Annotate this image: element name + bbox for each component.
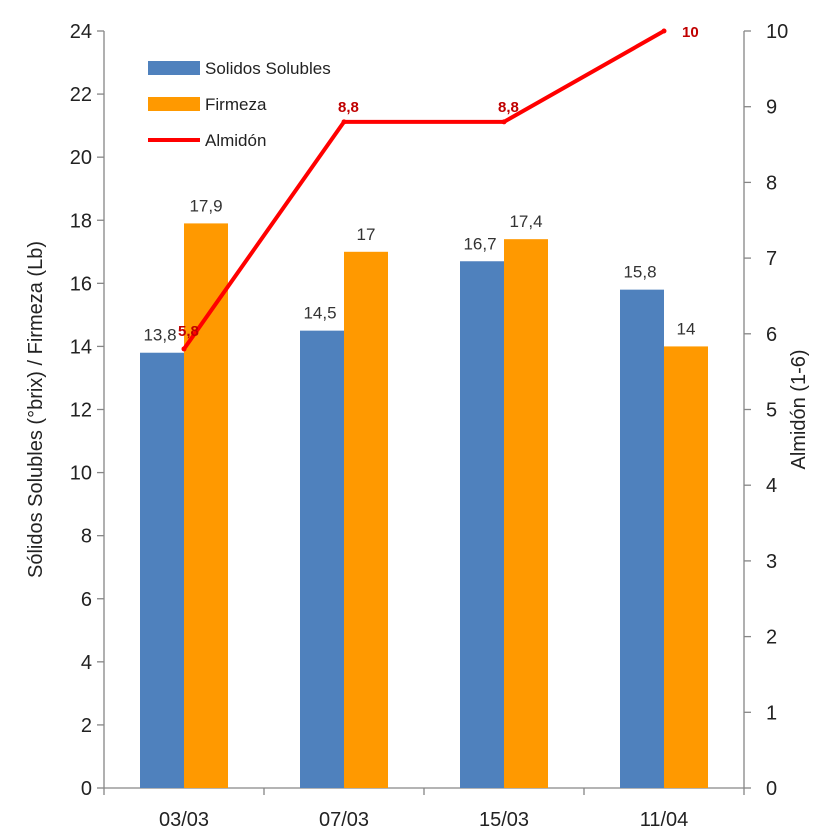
left-tick-label: 10 [70, 463, 92, 485]
right-tick-label: 7 [766, 248, 777, 270]
left-axis-title: Sólidos Solubles (°brix) / Firmeza (Lb) [25, 241, 47, 578]
line-data-label: 5,8 [178, 323, 199, 340]
left-tick-label: 12 [70, 400, 92, 422]
right-axis-title: Almidón (1-6) [788, 349, 810, 469]
left-tick-label: 2 [81, 715, 92, 737]
left-tick-label: 6 [81, 589, 92, 611]
legend-label: Solidos Solubles [205, 59, 331, 78]
line-point [501, 119, 507, 125]
legend-swatch [148, 61, 200, 75]
line-point [341, 119, 347, 125]
bar [300, 330, 344, 788]
data-labels: 13,8 17,9 14,5 17 16,7 17,4 15,8 14 5,8 8,8 8,8 10 [143, 24, 698, 345]
right-tick-label: 2 [766, 627, 777, 649]
right-tick-label: 1 [766, 702, 777, 724]
bar-data-label: 17,4 [509, 212, 542, 231]
left-tick-label: 20 [70, 147, 92, 169]
x-tick-label: 11/04 [640, 809, 689, 831]
bar [664, 346, 708, 788]
right-tick-label: 8 [766, 172, 777, 194]
line-data-label: 8,8 [498, 99, 519, 116]
left-tick-label: 18 [70, 210, 92, 232]
right-tick-label: 4 [766, 475, 777, 497]
bar [460, 261, 504, 789]
bar-data-label: 17,9 [189, 196, 222, 215]
legend-label: Firmeza [205, 95, 267, 114]
bar [504, 239, 548, 789]
bar [620, 289, 664, 788]
line-point [181, 346, 187, 352]
x-tick-label: 07/03 [319, 809, 369, 831]
left-tick-label: 8 [81, 526, 92, 548]
line-data-label: 10 [682, 24, 699, 41]
legend-label: Almidón [205, 131, 266, 150]
line-point [661, 28, 667, 34]
right-tick-label: 5 [766, 400, 777, 422]
bar-data-label: 17 [357, 225, 376, 244]
bar-data-label: 14 [677, 319, 696, 338]
right-tick-label: 10 [766, 21, 788, 43]
left-tick-label: 14 [70, 336, 92, 358]
line-series [181, 28, 667, 352]
left-tick-label: 22 [70, 84, 92, 106]
left-tick-label: 16 [70, 273, 92, 295]
left-tick-label: 4 [81, 652, 92, 674]
right-tick-label: 9 [766, 97, 777, 119]
left-tick-label: 24 [70, 21, 92, 43]
bar-data-label: 14,5 [303, 304, 336, 323]
left-tick-label: 0 [81, 778, 92, 800]
x-tick-label: 15/03 [479, 809, 529, 831]
bar [344, 251, 388, 788]
bar-data-label: 13,8 [143, 326, 176, 345]
bars [140, 223, 708, 789]
right-tick-label: 0 [766, 778, 777, 800]
line [182, 29, 666, 351]
legend-swatch [148, 97, 200, 111]
bar-data-label: 15,8 [623, 263, 656, 282]
bar-data-label: 16,7 [463, 234, 496, 253]
right-tick-label: 6 [766, 324, 777, 346]
legend: Solidos Solubles Firmeza Almidón [148, 59, 331, 150]
right-tick-label: 3 [766, 551, 777, 573]
line-data-label: 8,8 [338, 99, 359, 116]
bar [140, 352, 184, 788]
x-tick-label: 03/03 [159, 809, 209, 831]
bar [184, 223, 228, 788]
